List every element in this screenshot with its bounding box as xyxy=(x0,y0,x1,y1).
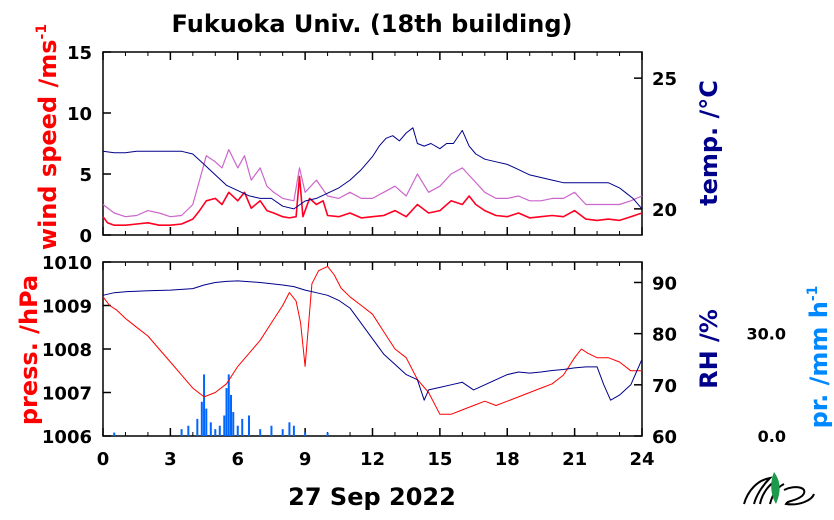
precip-tick-label: 0.0 xyxy=(758,427,786,446)
precip-bar xyxy=(209,422,212,436)
x-tick-label: 9 xyxy=(299,449,312,470)
precip-bar xyxy=(218,425,221,436)
precip-bar xyxy=(259,429,262,436)
bottom-panel-ticks: 0 3 6 9 12 15 18 21 24 1006 1007 1008 1009 1010 60 70 80… xyxy=(42,253,786,470)
precip-bar xyxy=(214,429,217,436)
precip-bar xyxy=(232,412,235,436)
x-tick-label: 0 xyxy=(97,449,110,470)
precip-bar xyxy=(230,394,233,436)
mes-logo-icon xyxy=(743,472,815,506)
precip-bar xyxy=(187,425,190,436)
precip-tick-label: 30.0 xyxy=(747,324,786,343)
series-layer xyxy=(102,127,643,436)
precip-bar xyxy=(227,374,230,436)
precip-bar xyxy=(236,425,239,436)
precip-bar xyxy=(223,415,226,436)
precip-bar xyxy=(225,388,228,436)
precip-bar xyxy=(203,374,206,436)
precip-bar xyxy=(196,418,199,436)
wind-tick-label: 5 xyxy=(79,165,92,186)
wind-axis-label: wind speed /ms-1 xyxy=(34,24,62,250)
temp-axis-label: temp. /°C xyxy=(695,80,723,206)
precip-bar xyxy=(113,432,116,436)
press-tick-label: 1010 xyxy=(42,253,92,274)
rh-line xyxy=(102,280,643,401)
rh-tick-label: 60 xyxy=(652,427,677,448)
x-axis-label: 27 Sep 2022 xyxy=(288,483,456,511)
rh-tick-label: 70 xyxy=(652,376,677,397)
precip-bar xyxy=(247,415,250,436)
precip-bar xyxy=(200,401,203,436)
precip-bar xyxy=(241,418,244,436)
rh-tick-label: 80 xyxy=(652,325,677,346)
wind-tick-label: 15 xyxy=(67,43,92,64)
x-tick-label: 3 xyxy=(164,449,177,470)
x-tick-label: 24 xyxy=(629,449,654,470)
temp-tick-label: 25 xyxy=(652,69,677,90)
press-tick-label: 1009 xyxy=(42,297,92,318)
press-tick-label: 1006 xyxy=(42,427,92,448)
rh-axis-label: RH /% xyxy=(695,309,723,389)
x-tick-label: 12 xyxy=(360,449,385,470)
wind-tick-label: 10 xyxy=(67,104,92,125)
temp-tick-label: 20 xyxy=(652,200,677,221)
top-panel-ticks: 0 5 10 15 20 25 xyxy=(67,43,677,247)
press-axis-label: press. /hPa xyxy=(15,275,43,425)
wind-line xyxy=(102,175,643,226)
wind-tick-label: 0 xyxy=(79,226,92,247)
precip-bar xyxy=(288,422,291,436)
precip-bar xyxy=(180,429,183,436)
temp-line xyxy=(102,127,643,210)
gust-line xyxy=(102,149,643,218)
bottom-panel-frame xyxy=(102,261,643,437)
rh-tick-label: 90 xyxy=(652,273,677,294)
precip-bar xyxy=(281,429,284,436)
press-tick-label: 1007 xyxy=(42,384,92,405)
top-panel-frame xyxy=(102,51,643,236)
x-tick-label: 15 xyxy=(427,449,452,470)
precip-axis-label: pr. /mm h-1 xyxy=(805,286,833,429)
pressure-line xyxy=(102,265,642,415)
chart-title: Fukuoka Univ. (18th building) xyxy=(172,10,573,38)
x-tick-label: 21 xyxy=(562,449,587,470)
press-tick-label: 1008 xyxy=(42,340,92,361)
precip-bar xyxy=(292,425,295,436)
x-tick-label: 6 xyxy=(231,449,244,470)
x-tick-label: 18 xyxy=(495,449,520,470)
precip-bar xyxy=(326,432,329,436)
precip-bar xyxy=(304,432,307,436)
precip-bar xyxy=(205,408,208,436)
precip-bar xyxy=(270,425,273,436)
